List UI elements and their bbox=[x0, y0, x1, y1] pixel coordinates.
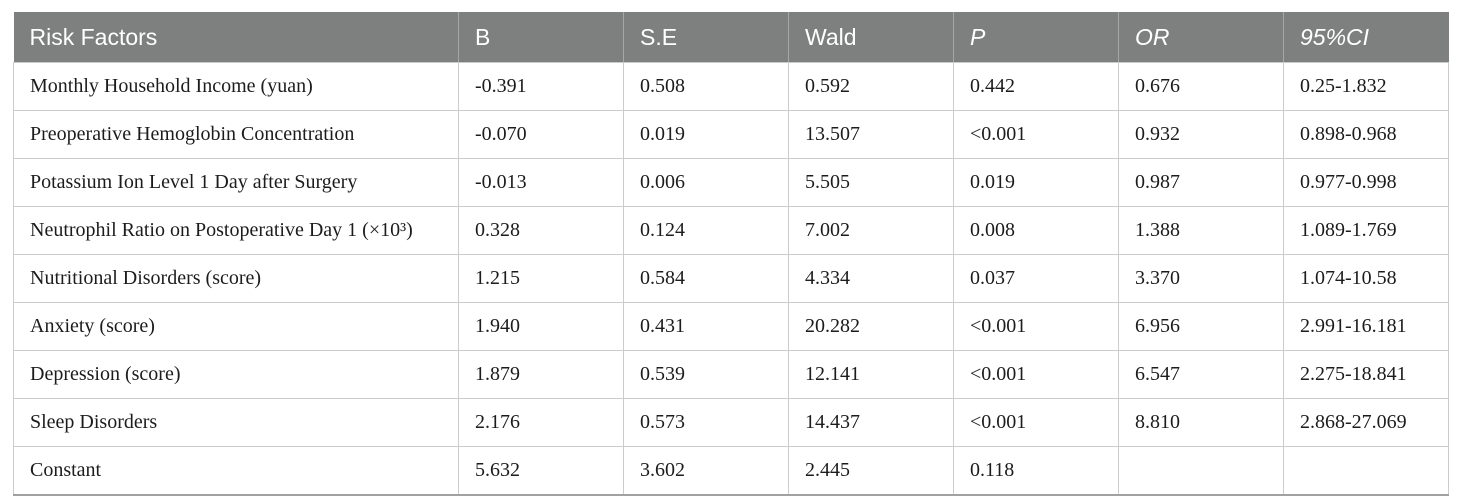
table-cell: -0.391 bbox=[458, 62, 624, 111]
table-cell: Depression (score) bbox=[13, 350, 459, 399]
table-cell: Nutritional Disorders (score) bbox=[13, 254, 459, 303]
table-cell: 0.977-0.998 bbox=[1283, 158, 1449, 207]
table-cell: 1.089-1.769 bbox=[1283, 206, 1449, 255]
table-cell: 0.118 bbox=[953, 446, 1119, 496]
table-cell: 3.370 bbox=[1118, 254, 1284, 303]
col-header-risk-factors: Risk Factors bbox=[13, 12, 459, 63]
table-body: Monthly Household Income (yuan) -0.391 0.5… bbox=[13, 62, 1449, 496]
table-cell: 1.940 bbox=[458, 302, 624, 351]
table-cell: 0.019 bbox=[953, 158, 1119, 207]
table-cell: Neutrophil Ratio on Postoperative Day 1 … bbox=[13, 206, 459, 255]
table-cell: 4.334 bbox=[788, 254, 954, 303]
table-cell: 0.037 bbox=[953, 254, 1119, 303]
table-cell: 0.328 bbox=[458, 206, 624, 255]
table-cell: Potassium Ion Level 1 Day after Surgery bbox=[13, 158, 459, 207]
col-header-ci: 95%CI bbox=[1283, 12, 1449, 63]
table-cell: 2.868-27.069 bbox=[1283, 398, 1449, 447]
table-cell: 0.508 bbox=[623, 62, 789, 111]
table-cell: 2.275-18.841 bbox=[1283, 350, 1449, 399]
table-cell: Monthly Household Income (yuan) bbox=[13, 62, 459, 111]
table-cell: 6.956 bbox=[1118, 302, 1284, 351]
col-header-p: P bbox=[953, 12, 1119, 63]
table-cell: -0.013 bbox=[458, 158, 624, 207]
table-cell: 0.898-0.968 bbox=[1283, 110, 1449, 159]
table-cell: 2.445 bbox=[788, 446, 954, 496]
table-header-row: Risk Factors B S.E Wald P OR 95%CI bbox=[13, 12, 1449, 63]
table-cell: 2.991-16.181 bbox=[1283, 302, 1449, 351]
table-cell: 1.879 bbox=[458, 350, 624, 399]
table-cell: 12.141 bbox=[788, 350, 954, 399]
table-cell: 8.810 bbox=[1118, 398, 1284, 447]
table-row: Neutrophil Ratio on Postoperative Day 1 … bbox=[13, 206, 1449, 255]
table-cell: 14.437 bbox=[788, 398, 954, 447]
table-cell bbox=[1283, 446, 1449, 496]
table-cell: <0.001 bbox=[953, 350, 1119, 399]
table-row: Potassium Ion Level 1 Day after Surgery -… bbox=[13, 158, 1449, 207]
table-cell: 6.547 bbox=[1118, 350, 1284, 399]
table-row: Preoperative Hemoglobin Concentration -0.… bbox=[13, 110, 1449, 159]
table-cell: 2.176 bbox=[458, 398, 624, 447]
col-header-wald: Wald bbox=[788, 12, 954, 63]
table-cell: 0.987 bbox=[1118, 158, 1284, 207]
col-header-se: S.E bbox=[623, 12, 789, 63]
table-cell: <0.001 bbox=[953, 398, 1119, 447]
table-row: Anxiety (score) 1.940 0.431 20.282 <0.001 6.9… bbox=[13, 302, 1449, 351]
table-cell: 0.573 bbox=[623, 398, 789, 447]
table-cell: <0.001 bbox=[953, 302, 1119, 351]
table-row: Depression (score) 1.879 0.539 12.141 <0.001… bbox=[13, 350, 1449, 399]
table-cell: -0.070 bbox=[458, 110, 624, 159]
table-cell: Sleep Disorders bbox=[13, 398, 459, 447]
table-cell: 0.019 bbox=[623, 110, 789, 159]
table-cell: 1.074-10.58 bbox=[1283, 254, 1449, 303]
table-cell: 0.676 bbox=[1118, 62, 1284, 111]
table-cell: 0.442 bbox=[953, 62, 1119, 111]
table-cell: 1.388 bbox=[1118, 206, 1284, 255]
table-cell: 0.008 bbox=[953, 206, 1119, 255]
table-cell: 3.602 bbox=[623, 446, 789, 496]
col-header-b: B bbox=[458, 12, 624, 63]
table-row: Nutritional Disorders (score) 1.215 0.584 4… bbox=[13, 254, 1449, 303]
table-cell: 13.507 bbox=[788, 110, 954, 159]
table-cell: Constant bbox=[13, 446, 459, 496]
table-cell: 5.632 bbox=[458, 446, 624, 496]
table-cell: 0.006 bbox=[623, 158, 789, 207]
logistic-regression-table: Risk Factors B S.E Wald P OR 95%CI Month… bbox=[13, 12, 1449, 496]
table-cell: 0.431 bbox=[623, 302, 789, 351]
table-cell: 20.282 bbox=[788, 302, 954, 351]
table-header: Risk Factors B S.E Wald P OR 95%CI bbox=[13, 12, 1449, 63]
table-cell bbox=[1118, 446, 1284, 496]
table-cell: 0.124 bbox=[623, 206, 789, 255]
table-cell: Anxiety (score) bbox=[13, 302, 459, 351]
table-cell: 0.584 bbox=[623, 254, 789, 303]
table-row: Monthly Household Income (yuan) -0.391 0.5… bbox=[13, 62, 1449, 111]
table-cell: Preoperative Hemoglobin Concentration bbox=[13, 110, 459, 159]
table-row: Sleep Disorders 2.176 0.573 14.437 <0.001 8.8… bbox=[13, 398, 1449, 447]
table-cell: 5.505 bbox=[788, 158, 954, 207]
table-cell: 0.25-1.832 bbox=[1283, 62, 1449, 111]
table-cell: 7.002 bbox=[788, 206, 954, 255]
table-cell: 0.539 bbox=[623, 350, 789, 399]
table-cell: 1.215 bbox=[458, 254, 624, 303]
table-row: Constant 5.632 3.602 2.445 0.118 bbox=[13, 446, 1449, 496]
col-header-or: OR bbox=[1118, 12, 1284, 63]
table-cell: 0.592 bbox=[788, 62, 954, 111]
table-cell: <0.001 bbox=[953, 110, 1119, 159]
table-cell: 0.932 bbox=[1118, 110, 1284, 159]
